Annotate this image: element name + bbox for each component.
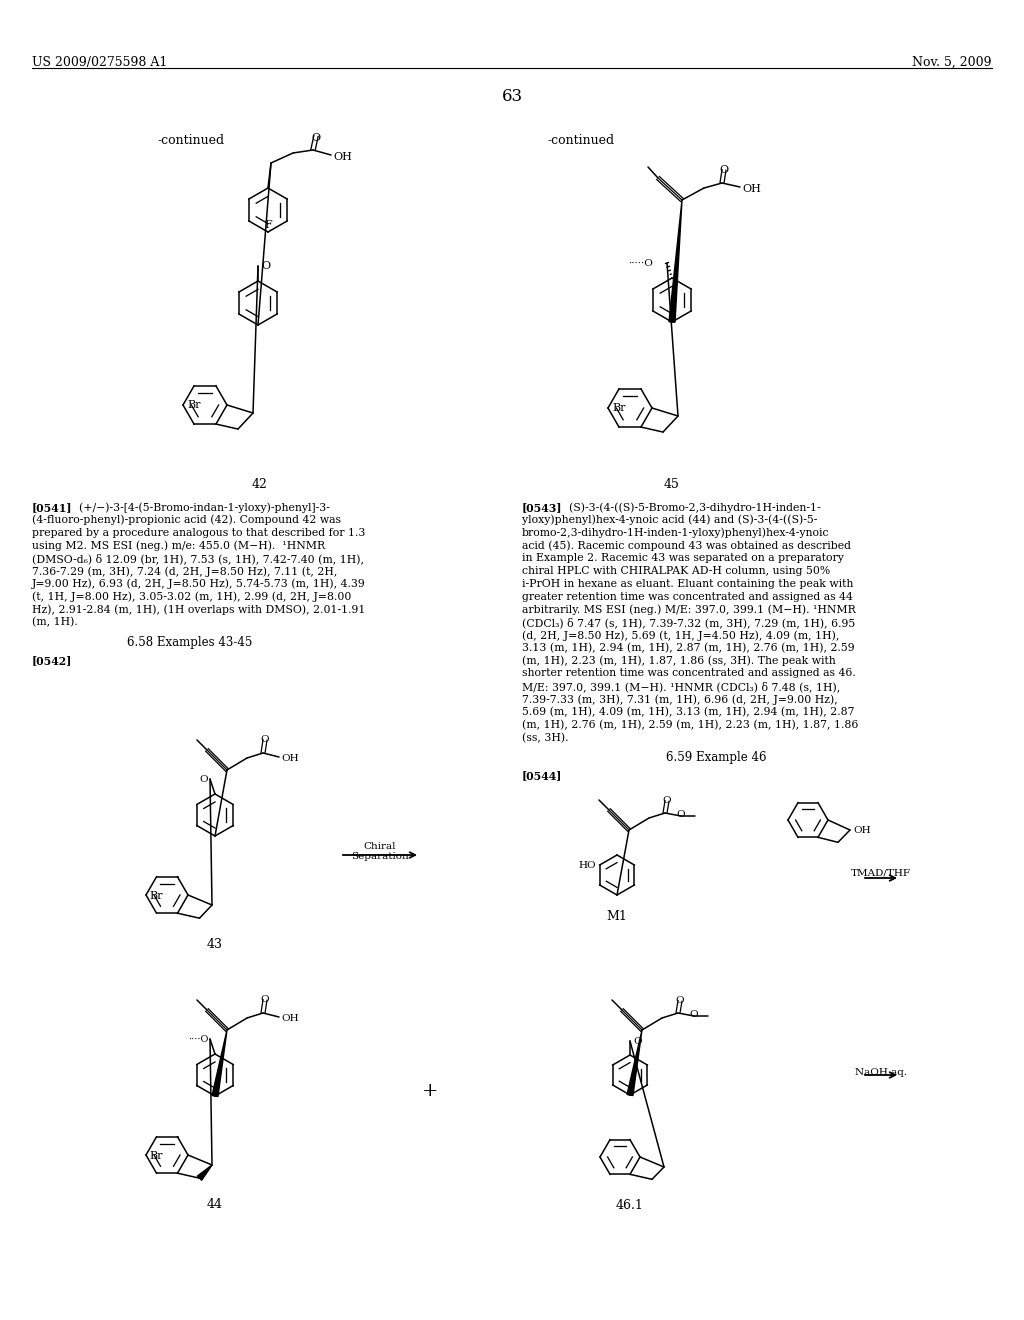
Text: ·····O: ·····O: [628, 259, 653, 268]
Text: (4-fluoro-phenyl)-propionic acid (42). Compound 42 was: (4-fluoro-phenyl)-propionic acid (42). C…: [32, 515, 341, 525]
Text: (m, 1H).: (m, 1H).: [32, 618, 78, 627]
Text: M/E: 397.0, 399.1 (M−H). ¹HNMR (CDCl₃) δ 7.48 (s, 1H),: M/E: 397.0, 399.1 (M−H). ¹HNMR (CDCl₃) δ…: [522, 681, 841, 692]
Text: 45: 45: [664, 478, 680, 491]
Text: O: O: [311, 133, 321, 143]
Text: 3.13 (m, 1H), 2.94 (m, 1H), 2.87 (m, 1H), 2.76 (m, 1H), 2.59: 3.13 (m, 1H), 2.94 (m, 1H), 2.87 (m, 1H)…: [522, 643, 855, 653]
Polygon shape: [212, 1030, 227, 1097]
Text: Separation: Separation: [351, 851, 409, 861]
Text: 44: 44: [207, 1199, 223, 1210]
Text: bromo-2,3-dihydro-1H-inden-1-yloxy)phenyl)hex-4-ynoic: bromo-2,3-dihydro-1H-inden-1-yloxy)pheny…: [522, 528, 829, 539]
Text: in Example 2. Racemic 43 was separated on a preparatory: in Example 2. Racemic 43 was separated o…: [522, 553, 844, 564]
Text: +: +: [422, 1082, 438, 1100]
Text: prepared by a procedure analogous to that described for 1.3: prepared by a procedure analogous to tha…: [32, 528, 366, 537]
Text: OH: OH: [333, 152, 352, 162]
Polygon shape: [627, 1030, 642, 1096]
Text: (d, 2H, J=8.50 Hz), 5.69 (t, 1H, J=4.50 Hz), 4.09 (m, 1H),: (d, 2H, J=8.50 Hz), 5.69 (t, 1H, J=4.50 …: [522, 630, 840, 640]
Text: OH: OH: [281, 754, 299, 763]
Text: 6.59 Example 46: 6.59 Example 46: [666, 751, 766, 764]
Text: greater retention time was concentrated and assigned as 44: greater retention time was concentrated …: [522, 591, 853, 602]
Text: (t, 1H, J=8.00 Hz), 3.05-3.02 (m, 1H), 2.99 (d, 2H, J=8.00: (t, 1H, J=8.00 Hz), 3.05-3.02 (m, 1H), 2…: [32, 591, 351, 602]
Polygon shape: [198, 1166, 212, 1180]
Text: acid (45). Racemic compound 43 was obtained as described: acid (45). Racemic compound 43 was obtai…: [522, 540, 851, 550]
Text: (m, 1H), 2.76 (m, 1H), 2.59 (m, 1H), 2.23 (m, 1H), 1.87, 1.86: (m, 1H), 2.76 (m, 1H), 2.59 (m, 1H), 2.2…: [522, 719, 858, 730]
Text: TMAD/THF: TMAD/THF: [851, 869, 911, 876]
Text: OH: OH: [281, 1014, 299, 1023]
Text: NaOH aq.: NaOH aq.: [855, 1068, 907, 1077]
Text: -continued: -continued: [158, 135, 225, 147]
Text: 43: 43: [207, 939, 223, 950]
Text: (CDCl₃) δ 7.47 (s, 1H), 7.39-7.32 (m, 3H), 7.29 (m, 1H), 6.95: (CDCl₃) δ 7.47 (s, 1H), 7.39-7.32 (m, 3H…: [522, 618, 855, 628]
Text: (DMSO-d₆) δ 12.09 (br, 1H), 7.53 (s, 1H), 7.42-7.40 (m, 1H),: (DMSO-d₆) δ 12.09 (br, 1H), 7.53 (s, 1H)…: [32, 553, 364, 564]
Text: [0543]: [0543]: [522, 502, 562, 513]
Text: M1: M1: [606, 909, 628, 923]
Text: arbitrarily. MS ESI (neg.) M/E: 397.0, 399.1 (M−H). ¹HNMR: arbitrarily. MS ESI (neg.) M/E: 397.0, 3…: [522, 605, 856, 615]
Text: shorter retention time was concentrated and assigned as 46.: shorter retention time was concentrated …: [522, 668, 856, 678]
Text: Br: Br: [150, 1151, 163, 1160]
Text: OH: OH: [853, 826, 870, 836]
Text: OH: OH: [742, 183, 761, 194]
Text: O: O: [690, 1010, 698, 1019]
Text: O: O: [200, 775, 208, 784]
Text: O: O: [633, 1036, 642, 1045]
Text: 7.36-7.29 (m, 3H), 7.24 (d, 2H, J=8.50 Hz), 7.11 (t, 2H,: 7.36-7.29 (m, 3H), 7.24 (d, 2H, J=8.50 H…: [32, 566, 337, 577]
Text: Br: Br: [612, 403, 626, 413]
Text: [0542]: [0542]: [32, 655, 73, 665]
Text: US 2009/0275598 A1: US 2009/0275598 A1: [32, 55, 167, 69]
Text: (+/−)-3-[4-(5-Bromo-indan-1-yloxy)-phenyl]-3-: (+/−)-3-[4-(5-Bromo-indan-1-yloxy)-pheny…: [72, 502, 330, 512]
Text: J=9.00 Hz), 6.93 (d, 2H, J=8.50 Hz), 5.74-5.73 (m, 1H), 4.39: J=9.00 Hz), 6.93 (d, 2H, J=8.50 Hz), 5.7…: [32, 578, 366, 589]
Text: 5.69 (m, 1H), 4.09 (m, 1H), 3.13 (m, 1H), 2.94 (m, 1H), 2.87: 5.69 (m, 1H), 4.09 (m, 1H), 3.13 (m, 1H)…: [522, 706, 854, 717]
Text: i-PrOH in hexane as eluant. Eluant containing the peak with: i-PrOH in hexane as eluant. Eluant conta…: [522, 578, 853, 589]
Text: yloxy)phenyl)hex-4-ynoic acid (44) and (S)-3-(4-((S)-5-: yloxy)phenyl)hex-4-ynoic acid (44) and (…: [522, 515, 817, 525]
Text: O: O: [720, 165, 728, 176]
Text: -continued: -continued: [548, 135, 615, 147]
Text: O: O: [261, 261, 270, 271]
Text: using M2. MS ESI (neg.) m/e: 455.0 (M−H).  ¹HNMR: using M2. MS ESI (neg.) m/e: 455.0 (M−H)…: [32, 540, 326, 550]
Text: 6.58 Examples 43-45: 6.58 Examples 43-45: [127, 636, 253, 649]
Text: 42: 42: [252, 478, 268, 491]
Text: ····O: ····O: [187, 1035, 208, 1044]
Text: (ss, 3H).: (ss, 3H).: [522, 733, 568, 743]
Text: (S)-3-(4-((S)-5-Bromo-2,3-dihydro-1H-inden-1-: (S)-3-(4-((S)-5-Bromo-2,3-dihydro-1H-ind…: [562, 502, 820, 512]
Text: HO: HO: [579, 861, 596, 870]
Text: Br: Br: [150, 891, 163, 900]
Text: O: O: [261, 735, 269, 744]
Text: Hz), 2.91-2.84 (m, 1H), (1H overlaps with DMSO), 2.01-1.91: Hz), 2.91-2.84 (m, 1H), (1H overlaps wit…: [32, 605, 366, 615]
Text: O: O: [677, 810, 685, 818]
Text: O: O: [663, 796, 672, 805]
Text: Chiral: Chiral: [364, 842, 396, 851]
Text: O: O: [676, 997, 684, 1005]
Text: (m, 1H), 2.23 (m, 1H), 1.87, 1.86 (ss, 3H). The peak with: (m, 1H), 2.23 (m, 1H), 1.87, 1.86 (ss, 3…: [522, 656, 836, 667]
Polygon shape: [669, 201, 682, 322]
Text: [0544]: [0544]: [522, 770, 562, 781]
Text: Nov. 5, 2009: Nov. 5, 2009: [912, 55, 992, 69]
Text: 46.1: 46.1: [616, 1199, 644, 1212]
Text: 7.39-7.33 (m, 3H), 7.31 (m, 1H), 6.96 (d, 2H, J=9.00 Hz),: 7.39-7.33 (m, 3H), 7.31 (m, 1H), 6.96 (d…: [522, 694, 838, 705]
Text: [0541]: [0541]: [32, 502, 73, 513]
Text: Br: Br: [187, 400, 201, 411]
Text: F: F: [264, 220, 272, 230]
Text: 63: 63: [502, 88, 522, 106]
Text: O: O: [261, 995, 269, 1005]
Text: chiral HPLC with CHIRALPAK AD-H column, using 50%: chiral HPLC with CHIRALPAK AD-H column, …: [522, 566, 830, 576]
